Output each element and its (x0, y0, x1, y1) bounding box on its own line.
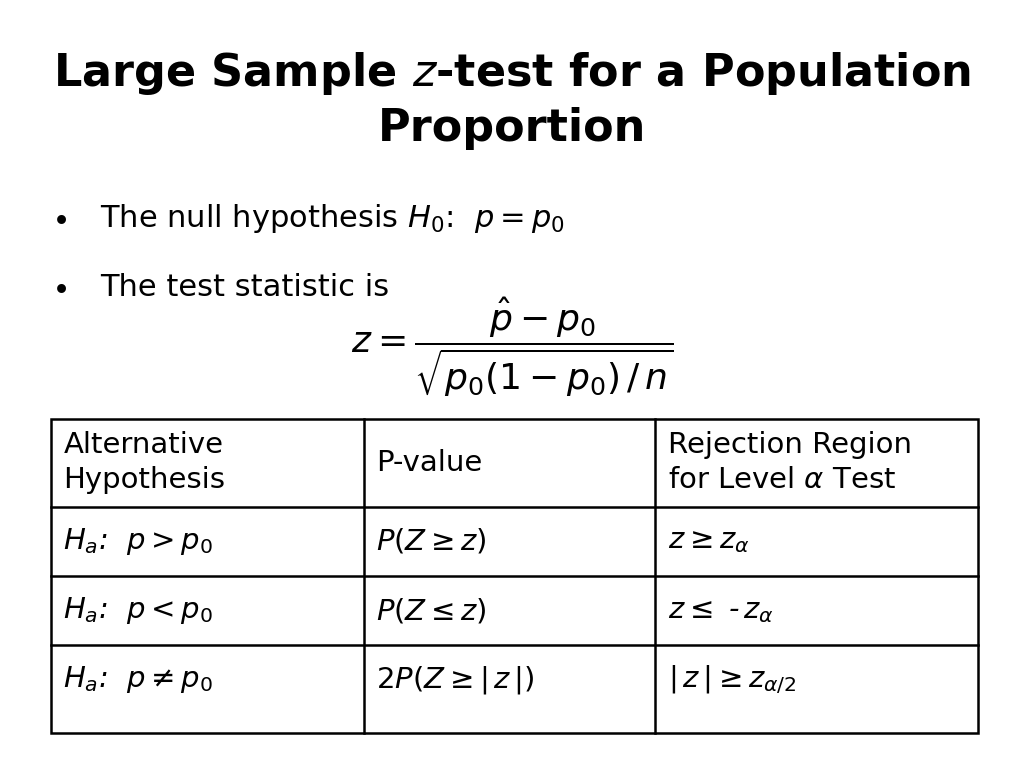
Text: The test statistic is: The test statistic is (100, 273, 389, 303)
Text: Rejection Region
for Level $\alpha$ Test: Rejection Region for Level $\alpha$ Test (668, 432, 911, 494)
Text: $2P(Z \geq |\,z\,|)$: $2P(Z \geq |\,z\,|)$ (376, 664, 535, 696)
Text: P-value: P-value (376, 449, 482, 477)
Text: $H_a$:  $p < p_0$: $H_a$: $p < p_0$ (63, 595, 213, 626)
Text: $|\,z\,| \geq z_{\alpha/2}$: $|\,z\,| \geq z_{\alpha/2}$ (668, 664, 796, 696)
Text: $z = \dfrac{\hat{p} - p_0}{\sqrt{p_0(1-p_0)\,/\,n}}$: $z = \dfrac{\hat{p} - p_0}{\sqrt{p_0(1-p… (350, 296, 674, 399)
Text: $\bullet$: $\bullet$ (51, 273, 68, 303)
Text: Large Sample $\mathit{z}$-test for a Population
Proportion: Large Sample $\mathit{z}$-test for a Pop… (53, 50, 971, 150)
Text: $z \geq z_{\alpha}$: $z \geq z_{\alpha}$ (668, 528, 750, 555)
Text: $H_a$:  $p > p_0$: $H_a$: $p > p_0$ (63, 526, 213, 557)
Text: The null hypothesis $H_0$:  $p = p_0$: The null hypothesis $H_0$: $p = p_0$ (100, 203, 565, 235)
Text: $z \leq$ -$\,z_{\alpha}$: $z \leq$ -$\,z_{\alpha}$ (668, 597, 774, 624)
Text: $P(Z \leq z)$: $P(Z \leq z)$ (376, 596, 486, 625)
Bar (51, 419, 978, 733)
Text: $\bullet$: $\bullet$ (51, 204, 68, 233)
Text: $P(Z \geq z)$: $P(Z \geq z)$ (376, 527, 486, 556)
Text: Alternative
Hypothesis: Alternative Hypothesis (63, 432, 225, 494)
Text: $H_a$:  $p \neq p_0$: $H_a$: $p \neq p_0$ (63, 664, 213, 695)
